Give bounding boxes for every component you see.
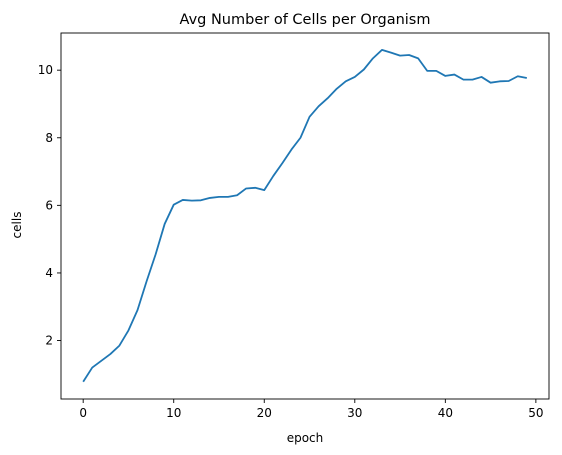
x-tick-label: 30 xyxy=(347,406,362,420)
y-tick-label: 10 xyxy=(38,63,53,77)
x-tick-label: 20 xyxy=(257,406,272,420)
y-tick-label: 8 xyxy=(45,131,53,145)
y-axis-ticks: 2 4 6 8 10 xyxy=(38,63,61,348)
x-axis-ticks: 0 10 20 30 40 50 xyxy=(79,399,544,420)
y-tick-label: 6 xyxy=(45,198,53,212)
x-tick-label: 50 xyxy=(528,406,543,420)
x-tick-label: 40 xyxy=(438,406,453,420)
plot-area xyxy=(82,49,527,383)
x-tick-label: 0 xyxy=(79,406,87,420)
y-tick-label: 2 xyxy=(45,334,53,348)
x-axis-label: epoch xyxy=(287,431,324,445)
chart-title: Avg Number of Cells per Organism xyxy=(180,12,431,28)
y-tick-label: 4 xyxy=(45,266,53,280)
series-line-0 xyxy=(82,49,527,383)
y-axis-label: cells xyxy=(10,212,24,239)
x-tick-label: 10 xyxy=(166,406,181,420)
plot-frame xyxy=(60,32,550,400)
